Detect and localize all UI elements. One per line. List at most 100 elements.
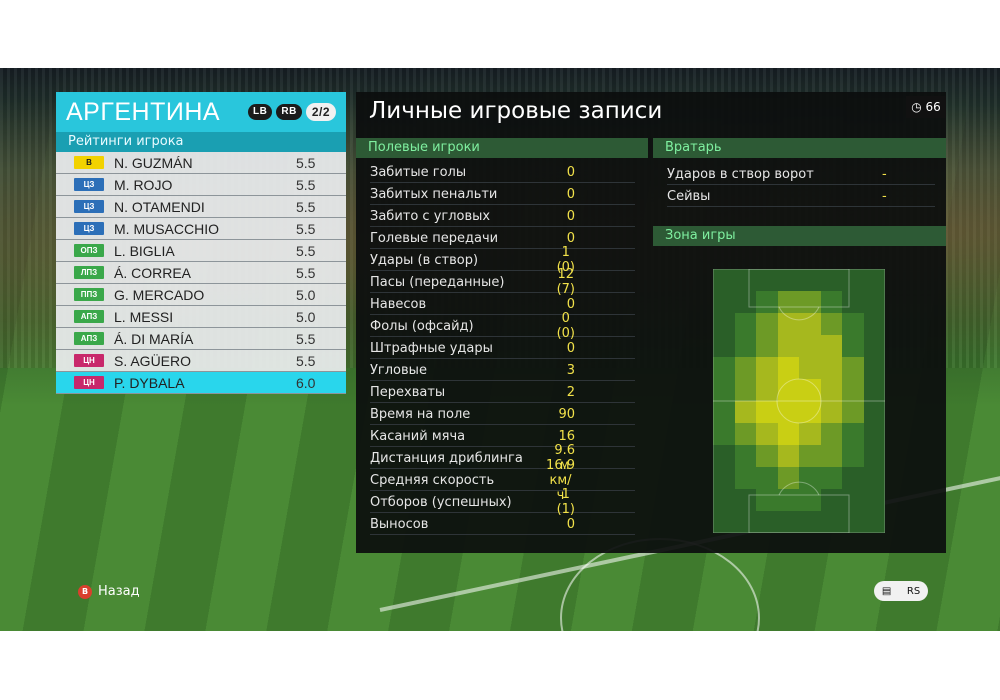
heatmap-cell [842,269,864,291]
position-badge: ППЗ [74,288,104,301]
heatmap-cell [777,313,799,335]
player-row[interactable]: ППЗ G. MERCADO 5.0 [56,284,346,306]
position-badge: ЦН [74,354,104,367]
player-row[interactable]: ЦН S. AGÜERO 5.5 [56,350,346,372]
heatmap-cell [863,511,885,533]
heatmap-cell [799,313,821,335]
stat-row: Касаний мяча 16 [370,426,635,447]
heatmap-cell [820,313,842,335]
heatmap-cell [713,423,735,445]
heatmap-cell [863,489,885,511]
player-row[interactable]: ЦЗ N. OTAMENDI 5.5 [56,196,346,218]
heatmap-cell [756,335,778,357]
stat-label: Голевые передачи [370,230,499,246]
heatmap-cell [820,379,842,401]
player-row[interactable]: ЦЗ M. MUSACCHIO 5.5 [56,218,346,240]
chat-control[interactable]: ▤ RS [874,581,928,601]
player-row[interactable]: АПЗ Á. DI MARÍA 5.5 [56,328,346,350]
stat-row: Дистанция дриблинга 9.6 м [370,443,635,473]
player-rating: 5.5 [296,176,316,193]
player-row[interactable]: В N. GUZMÁN 5.5 [56,152,346,174]
heatmap-cell [713,291,735,313]
player-name: L. MESSI [114,308,174,325]
stat-value: 1 (1) [556,487,575,517]
stat-row: Удары (в створ) 1 (0) [370,245,635,275]
player-list: В N. GUZMÁN 5.5 ЦЗ M. ROJO 5.5 ЦЗ N. OTAMENDI 5.… [56,152,346,394]
heatmap-cell [799,357,821,379]
heatmap-cell [842,467,864,489]
heatmap-cell [799,401,821,423]
goalkeeper-title: Вратарь [653,138,946,158]
stat-row: Навесов 0 [370,294,635,315]
stat-value: 1 (0) [556,245,575,275]
stat-value: 0 [566,516,575,532]
position-badge: ЦН [74,376,104,389]
heatmap-cell [863,335,885,357]
stat-row: Фолы (офсайд) 0 (0) [370,311,635,341]
player-rating: 5.5 [296,154,316,171]
stat-label: Дистанция дриблинга [370,450,523,466]
position-badge: ЦЗ [74,200,104,213]
stat-label: Касаний мяча [370,428,466,444]
heatmap-cell [799,269,821,291]
heatmap-cell [713,489,735,511]
heatmap-cell [777,467,799,489]
player-row[interactable]: АПЗ L. MESSI 5.0 [56,306,346,328]
player-row[interactable]: ЦЗ M. ROJO 5.5 [56,174,346,196]
heatmap-cell [756,313,778,335]
stat-value: - [882,188,887,204]
stat-value: 90 [558,406,575,422]
heatmap-cell [734,467,756,489]
heatmap-cell [799,511,821,533]
goalkeeper-section: Вратарь Ударов в створ ворот - Сейвы - [653,138,946,224]
rb-button[interactable]: RB [276,104,302,120]
heatmap-cell [863,445,885,467]
heatmap-cell [777,357,799,379]
stat-row: Голевые передачи 0 [370,228,635,249]
stat-row: Штрафные удары 0 [370,338,635,359]
heatmap-cell [842,489,864,511]
player-row[interactable]: ОПЗ L. BIGLIA 5.5 [56,240,346,262]
heatmap-cell [799,489,821,511]
heatmap-cell [756,379,778,401]
player-row[interactable]: ЛПЗ Á. CORREA 5.5 [56,262,346,284]
gk-stat-row: Ударов в створ ворот - [667,164,935,185]
heatmap-cell [713,401,735,423]
heatmap-cell [713,335,735,357]
stat-label: Забитые голы [370,164,467,180]
back-button[interactable]: B Назад [78,584,140,599]
heatmap-cell [734,357,756,379]
heatmap-cell [734,335,756,357]
stat-row: Перехваты 2 [370,382,635,403]
stat-label: Штрафные удары [370,340,493,356]
heatmap-cell [863,357,885,379]
game-screen: АРГЕНТИНА LB RB 2/2 Рейтинги игрока В N. … [0,68,1000,631]
stat-label: Выносов [370,516,429,532]
position-badge: ЦЗ [74,222,104,235]
player-name: P. DYBALA [114,374,185,391]
heatmap-cell [842,401,864,423]
heatmap-cell [734,379,756,401]
stat-label: Забито с угловых [370,208,491,224]
heatmap-cell [777,335,799,357]
player-rating: 5.0 [296,308,316,325]
stat-label: Сейвы [667,188,711,204]
heatmap-cell [756,467,778,489]
stat-label: Навесов [370,296,427,312]
heatmap-cell [777,401,799,423]
position-badge: В [74,156,104,169]
heatmap-cell [820,445,842,467]
heatmap-cell [777,511,799,533]
heatmap-cell [820,335,842,357]
heatmap-cell [756,489,778,511]
lb-button[interactable]: LB [248,104,273,120]
heatmap-cell [777,291,799,313]
player-name: Á. CORREA [114,264,192,281]
heatmap-cell [756,511,778,533]
player-row[interactable]: ЦН P. DYBALA 6.0 [56,372,346,394]
stat-row: Время на поле 90 [370,404,635,425]
heatmap-cell [756,423,778,445]
stat-row: Пасы (переданные) 12 (7) [370,267,635,297]
heatmap-cell [863,269,885,291]
player-rating: 5.0 [296,286,316,303]
